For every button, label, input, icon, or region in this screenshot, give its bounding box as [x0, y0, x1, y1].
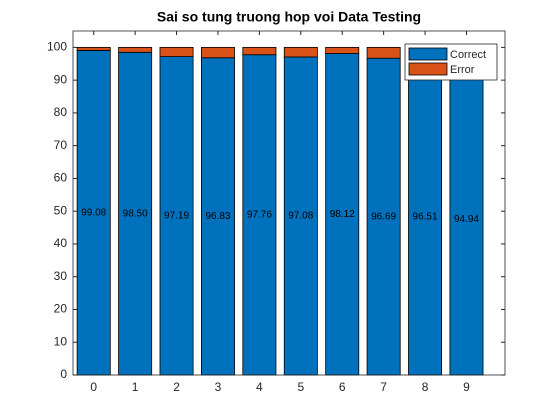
bar: [200, 46, 235, 59]
chart-title: Sai so tung truong hop voi Data Testing: [157, 9, 421, 25]
x-tick-label: 8: [422, 380, 429, 394]
legend-swatch: [408, 47, 448, 61]
bar: [200, 57, 235, 376]
y-tick-label: 60: [54, 171, 68, 185]
bar: [283, 46, 318, 58]
x-tick-label: 5: [297, 380, 304, 394]
legend-label: Correct: [450, 49, 486, 61]
bar: [366, 46, 401, 59]
value-label: 96.83: [205, 211, 230, 222]
x-tick-label: 1: [132, 380, 139, 394]
bar: [449, 63, 484, 376]
legend-swatch: [408, 62, 448, 76]
x-tick-label: 0: [90, 380, 97, 394]
bar: [76, 49, 111, 376]
y-tick-label: 30: [54, 269, 68, 283]
legend-label: Error: [450, 64, 475, 76]
value-label: 96.69: [371, 211, 396, 222]
value-label: 94.94: [454, 214, 479, 225]
bar: [242, 46, 277, 56]
bar: [242, 54, 277, 376]
bar: [76, 46, 111, 51]
x-tick-label: 3: [215, 380, 222, 394]
x-tick-label: 9: [463, 380, 470, 394]
y-tick-label: 20: [54, 302, 68, 316]
y-tick-label: 10: [54, 334, 68, 348]
y-tick-label: 100: [47, 40, 67, 54]
value-label: 97.76: [247, 210, 272, 221]
value-label: 98.12: [330, 209, 355, 220]
bar: [283, 56, 318, 376]
value-label: 96.51: [413, 212, 438, 223]
bar: [118, 51, 153, 376]
bar: [118, 46, 153, 53]
x-tick-label: 6: [339, 380, 346, 394]
y-tick-label: 80: [54, 105, 68, 119]
value-label: 98.50: [123, 208, 148, 219]
bar: [366, 57, 401, 376]
bar: [159, 46, 194, 57]
y-tick-label: 0: [60, 367, 67, 381]
x-tick-label: 2: [173, 380, 180, 394]
x-tick-label: 7: [380, 380, 387, 394]
y-tick-label: 50: [54, 203, 68, 217]
plot-frame: [72, 30, 506, 376]
x-tick-label: 4: [256, 380, 263, 394]
y-tick-label: 70: [54, 138, 68, 152]
y-tick-label: 90: [54, 72, 68, 86]
y-tick-label: 40: [54, 236, 68, 250]
bar: [325, 46, 360, 54]
value-label: 99.08: [81, 207, 106, 218]
bar: [159, 56, 194, 376]
value-label: 97.19: [164, 210, 189, 221]
bar: [325, 53, 360, 376]
value-label: 97.08: [288, 211, 313, 222]
